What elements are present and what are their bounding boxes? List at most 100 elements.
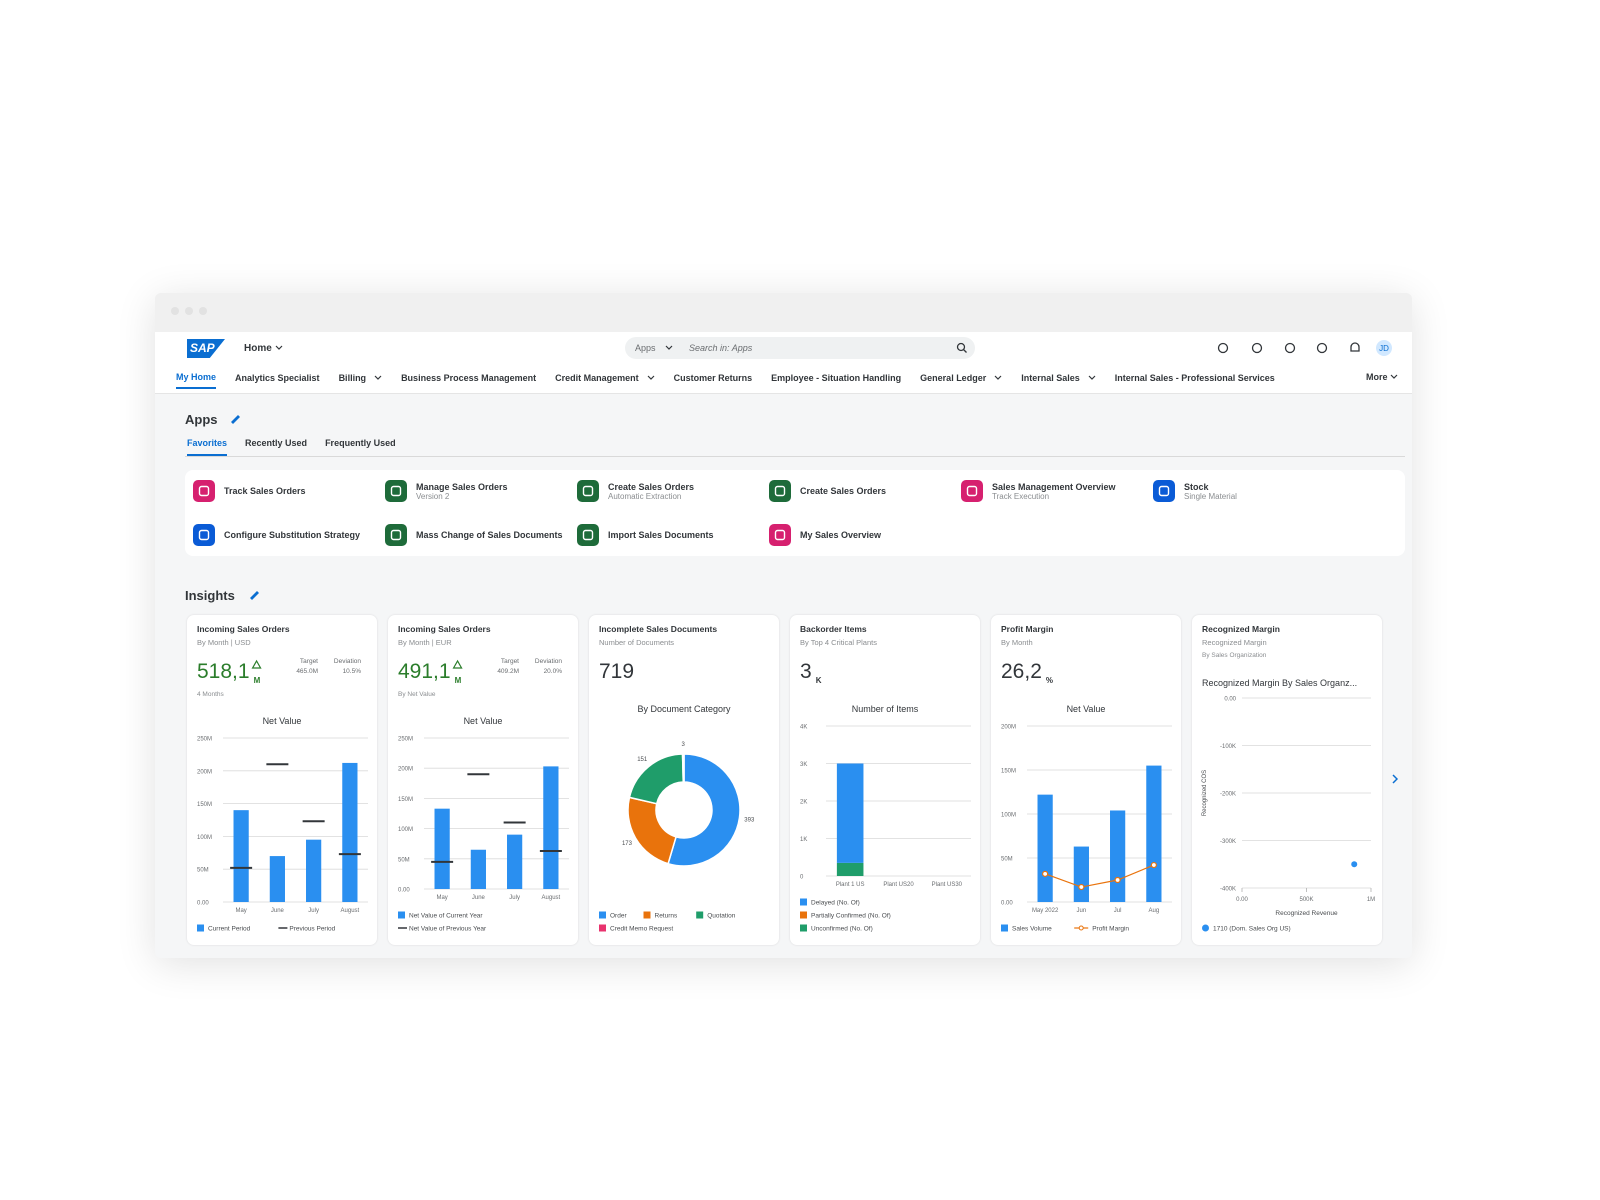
notification-icon[interactable] — [1350, 342, 1360, 352]
chart-title: Net Value — [263, 716, 302, 726]
divider — [185, 456, 1405, 457]
app-tile[interactable]: My Sales Overview — [769, 520, 954, 550]
search-icon[interactable] — [956, 342, 968, 354]
space-tab[interactable]: Employee - Situation Handling — [771, 372, 901, 389]
bar — [1073, 846, 1089, 902]
card-subtitle: By Month | EUR — [398, 638, 452, 647]
space-tab[interactable]: Customer Returns — [674, 372, 753, 389]
legend-label: Order — [610, 913, 627, 920]
app-tile[interactable]: Configure Substitution Strategy — [193, 520, 378, 550]
legend-label: 1710 (Dom. Sales Org US) — [1213, 926, 1291, 933]
edit-icon[interactable] — [248, 588, 262, 600]
avatar[interactable] — [1376, 340, 1392, 356]
y-axis-label: Recognized COS — [1202, 770, 1208, 816]
app-tile[interactable]: Mass Change of Sales Documents — [385, 520, 570, 550]
app-icon — [193, 524, 215, 546]
app-icon — [769, 524, 791, 546]
space-tab[interactable]: Credit Management — [555, 372, 655, 389]
y-tick-label: 200M — [398, 767, 413, 773]
insight-card[interactable]: Incoming Sales Orders By Month | USD 518,1… — [187, 615, 377, 945]
y-tick-label: 0.00 — [197, 901, 209, 907]
tab-label: Analytics Specialist — [235, 373, 320, 383]
insight-card[interactable]: Backorder Items By Top 4 Critical Plants 3… — [790, 615, 980, 945]
logo[interactable]: SAP — [187, 339, 225, 358]
bar — [269, 856, 285, 902]
space-tab[interactable]: My Home — [176, 372, 217, 389]
search-field[interactable]: Apps Search in: Apps — [625, 337, 975, 359]
app-text: Sales Management Overview Track Execution — [992, 482, 1116, 501]
insight-card[interactable]: Profit Margin By Month 26,2% Net Value Sales… — [991, 615, 1181, 945]
app-tile[interactable]: Manage Sales Orders Version 2 — [385, 476, 570, 506]
search-scope[interactable]: Apps — [635, 343, 656, 353]
scroll-right[interactable] — [1390, 773, 1400, 785]
tab-label: Customer Returns — [673, 373, 753, 383]
legend-label: Unconfirmed (No. Of) — [811, 926, 873, 933]
app-glyph — [390, 485, 402, 497]
action-icon[interactable] — [1217, 342, 1229, 354]
shell-bar: SAP Home Apps Search in: Apps JD My Home… — [155, 332, 1412, 394]
card-title: Incomplete Sales Documents — [599, 624, 717, 634]
app-title: Create Sales Orders — [608, 481, 695, 492]
search-placeholder[interactable]: Search in: Apps — [689, 343, 753, 353]
insight-card[interactable]: Incoming Sales Orders By Month | EUR 491,1… — [388, 615, 578, 945]
app-tile[interactable]: Track Sales Orders — [193, 476, 378, 506]
apps-tabs: Favorites Recently Used Frequently Used — [187, 438, 396, 456]
chart-title: Net Value — [464, 716, 503, 726]
legend-swatch — [643, 911, 651, 919]
kpi-unit: M — [254, 676, 261, 685]
space-tab[interactable]: Billing — [339, 372, 383, 389]
space-tab[interactable]: Internal Sales - Professional Services — [1115, 372, 1275, 389]
bar — [233, 810, 249, 902]
chart-title: Net Value — [1067, 704, 1106, 714]
edit-icon[interactable] — [229, 412, 243, 424]
glyph — [390, 485, 402, 497]
apps-tab[interactable]: Recently Used — [245, 438, 308, 448]
help-icon[interactable] — [1316, 342, 1328, 354]
space-tab[interactable]: Analytics Specialist — [235, 372, 320, 389]
space-tab[interactable]: Internal Sales — [1021, 372, 1096, 389]
tab-label: Internal Sales - Professional Services — [1114, 373, 1275, 383]
kpi-value: 491,1 — [398, 660, 451, 683]
space-tabs: My Home Analytics Specialist Billing Busine… — [176, 372, 1275, 389]
app-icon — [193, 480, 215, 502]
insight-cards: Incoming Sales Orders By Month | USD 518,1… — [187, 615, 1387, 947]
apps-tab[interactable]: Frequently Used — [325, 438, 396, 448]
chevron — [994, 375, 1002, 380]
kpi-unit: % — [1046, 676, 1053, 685]
legend-swatch — [800, 924, 807, 932]
legend-label: Quotation — [707, 913, 736, 920]
x-tick-label: August — [542, 895, 561, 901]
home-menu[interactable]: Home — [244, 343, 283, 354]
insight-card[interactable]: Incomplete Sales Documents Number of Docu… — [589, 615, 779, 945]
deviation-value: 20.0% — [544, 668, 563, 675]
x-tick-label: June — [271, 908, 285, 914]
y-tick-label: 3K — [800, 762, 807, 768]
legend-swatch — [696, 911, 704, 919]
y-tick-label: 250M — [197, 737, 212, 743]
app-icon — [385, 480, 407, 502]
legend-label: Current Period — [208, 926, 251, 933]
app-tile[interactable]: Create Sales Orders Automatic Extraction — [577, 476, 762, 506]
app-tile[interactable]: Sales Management Overview Track Execution — [961, 476, 1146, 506]
app-tile[interactable]: Stock Single Material — [1153, 476, 1338, 506]
app-tile[interactable]: Import Sales Documents — [577, 520, 762, 550]
app-tile[interactable]: Create Sales Orders — [769, 476, 954, 506]
card-svg: Incoming Sales Orders By Month | USD 518,1… — [197, 624, 368, 933]
action-icon[interactable] — [1284, 342, 1296, 354]
apps-tab[interactable]: Favorites — [187, 438, 228, 456]
more-menu[interactable]: More — [1366, 372, 1398, 382]
action-icon[interactable] — [1251, 342, 1263, 354]
y-tick-label: 50M — [398, 857, 410, 863]
line-point — [1150, 861, 1157, 869]
x-tick-label: May — [436, 895, 447, 901]
insight-card[interactable]: Recognized Margin Recognized Margin By Sal… — [1192, 615, 1382, 945]
x-tick-label: May 2022 — [1032, 908, 1059, 914]
card-svg: Backorder Items By Top 4 Critical Plants 3… — [800, 624, 971, 933]
shell-actions: JD — [1217, 340, 1392, 356]
app-title: Import Sales Documents — [608, 530, 714, 540]
bar — [1110, 810, 1126, 902]
legend-swatch — [1202, 924, 1209, 932]
legend-swatch — [599, 924, 606, 932]
space-tab[interactable]: General Ledger — [920, 372, 1002, 389]
space-tab[interactable]: Business Process Management — [401, 372, 536, 389]
